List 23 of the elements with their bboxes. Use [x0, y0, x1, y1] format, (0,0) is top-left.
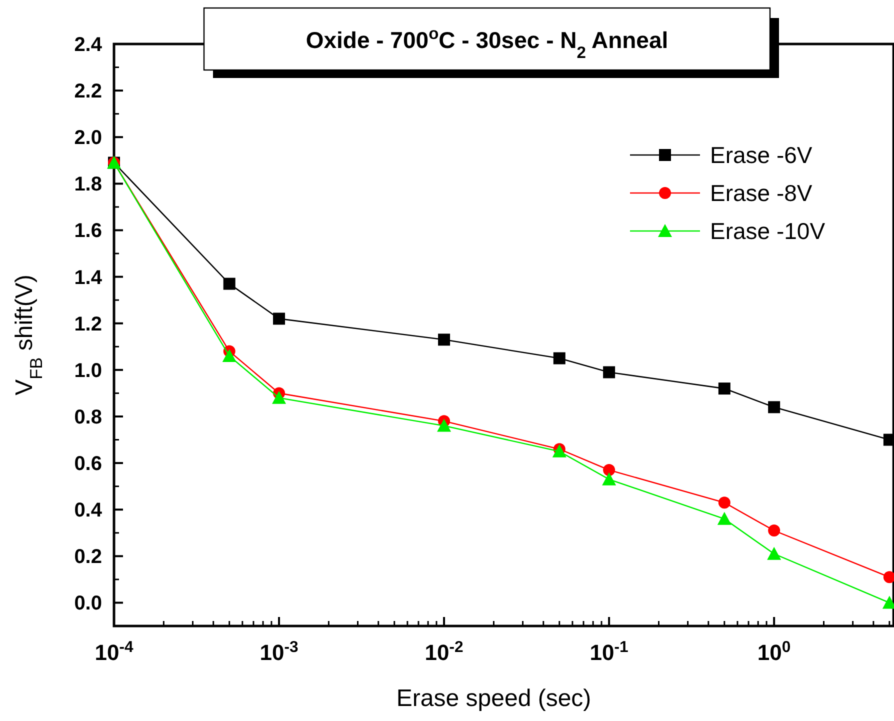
x-tick-label: 10$^{0}$: [757, 638, 791, 665]
x-tick-label: 10$^{-3}$: [260, 638, 298, 665]
y-tick-label: 1.4: [74, 266, 103, 289]
y-tick-label: 0.4: [74, 500, 103, 522]
x-axis-title: Erase speed (sec): [396, 685, 592, 712]
y-tick-label: 2.4: [74, 34, 103, 56]
y-tick-label: 1.2: [74, 313, 102, 336]
y-tick-label: 0.2: [74, 546, 102, 568]
y-tick-label: 1.6: [74, 220, 102, 242]
y-tick-label: 0.0: [74, 592, 102, 615]
y-tick-label: 1.8: [74, 174, 102, 196]
y-tick-label: 0.6: [74, 453, 102, 476]
y-tick-label: 0.8: [74, 406, 102, 428]
x-tick-label: 10$^{-1}$: [590, 638, 629, 665]
x-tick-label: 10$^{-4}$: [94, 638, 134, 665]
legend-label: Erase -6V: [710, 142, 813, 168]
legend-label: Erase -8V: [710, 180, 813, 206]
chart-title: Oxide - 700$^{o}$C - 30sec - N$_{2}$ Anneal: [306, 24, 668, 62]
y-tick-label: 2.2: [74, 80, 102, 103]
x-tick-label: 10$^{-2}$: [424, 638, 464, 665]
y-tick-label: 1.0: [74, 360, 102, 382]
legend-label: Erase -10V: [710, 218, 826, 244]
y-tick-label: 2.0: [74, 127, 102, 150]
